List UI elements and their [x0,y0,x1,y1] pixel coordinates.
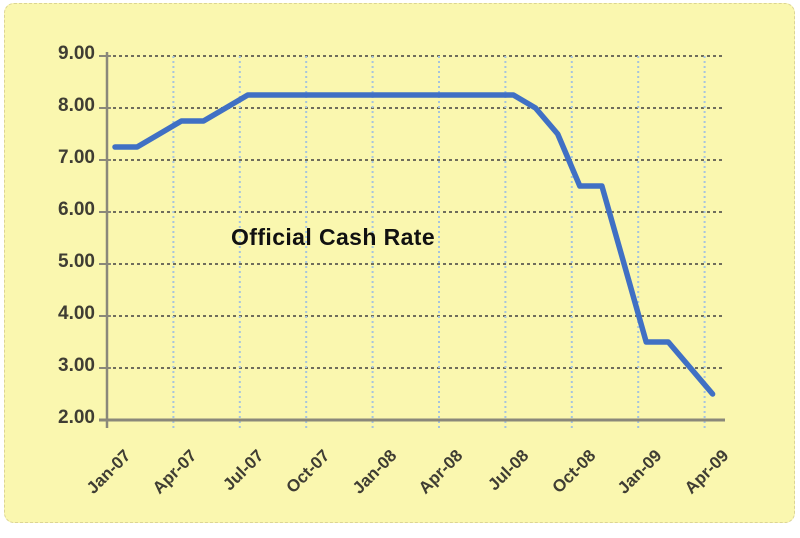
y-axis-label: 5.00 [58,251,95,272]
y-axis-label: 7.00 [58,147,95,168]
chart-background-panel [4,3,795,523]
cash-rate-line-series [112,92,716,397]
y-axis-label: 8.00 [58,95,95,116]
y-axis-label: 2.00 [58,407,95,428]
chart-title: Official Cash Rate [231,224,436,250]
y-axis-label: 4.00 [58,303,95,324]
y-axis-label: 9.00 [58,43,95,64]
y-axis-label: 3.00 [58,355,95,376]
y-axis-label: 6.00 [58,199,95,220]
